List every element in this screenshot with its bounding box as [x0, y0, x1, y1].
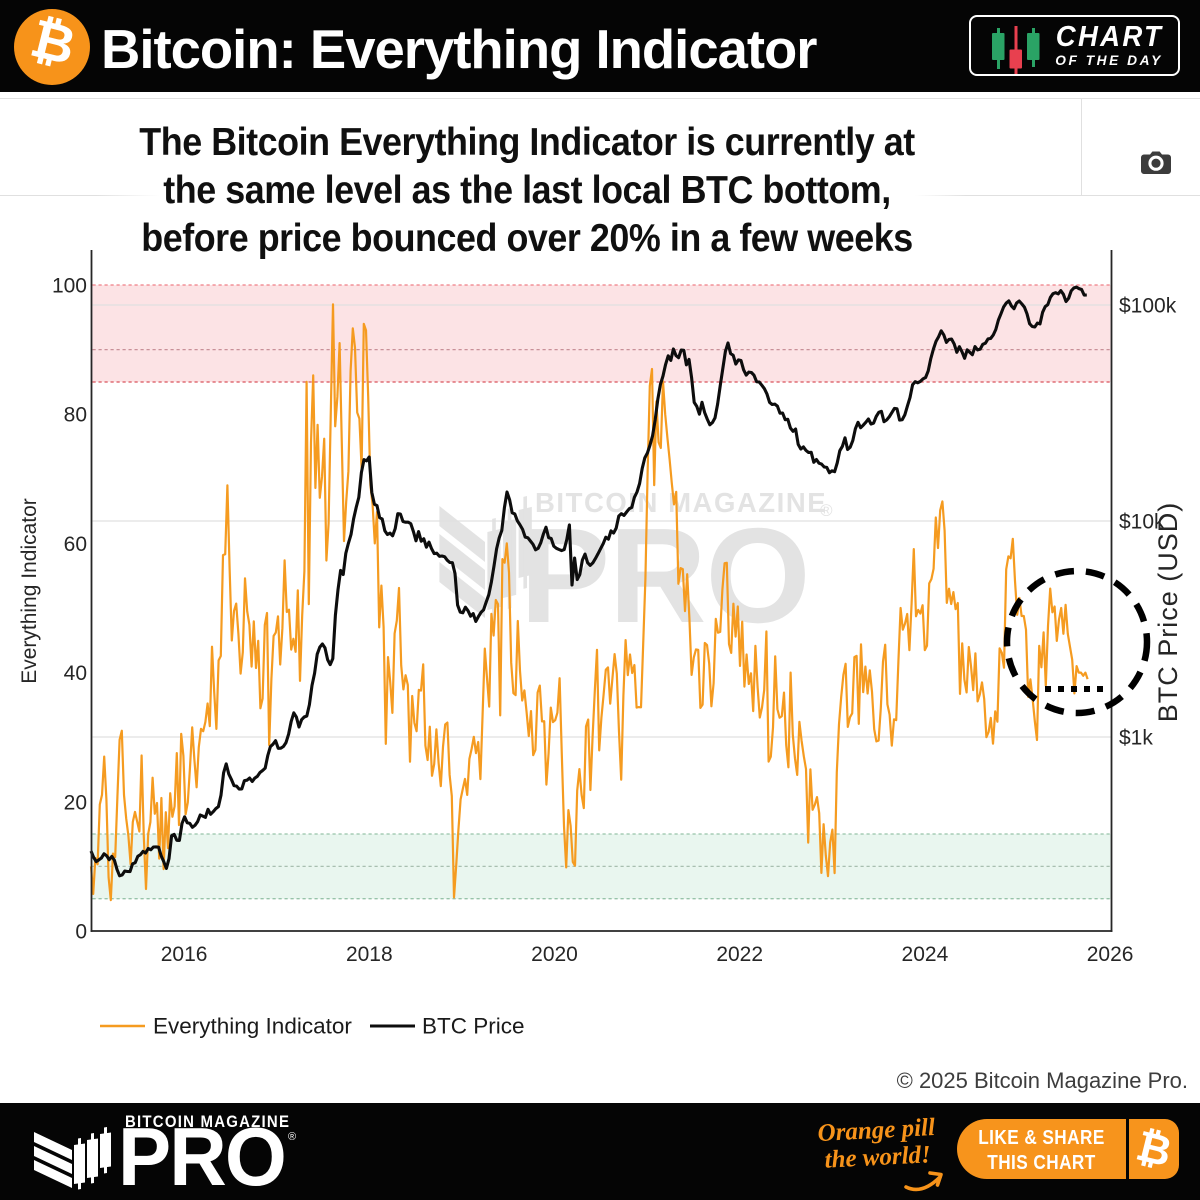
svg-text:₿: ₿ — [1132, 1126, 1177, 1172]
svg-text:BTC Price: BTC Price — [422, 1014, 525, 1039]
svg-text:20: 20 — [64, 791, 87, 814]
svg-text:$1k: $1k — [1119, 727, 1153, 750]
svg-text:2016: 2016 — [161, 943, 208, 966]
svg-text:PRO: PRO — [520, 500, 810, 651]
svg-text:2022: 2022 — [716, 943, 763, 966]
svg-text:Everything Indicator: Everything Indicator — [18, 498, 41, 684]
svg-text:2020: 2020 — [531, 943, 578, 966]
svg-text:0: 0 — [75, 921, 87, 944]
svg-text:60: 60 — [64, 533, 87, 556]
svg-text:2026: 2026 — [1087, 943, 1134, 966]
svg-text:80: 80 — [64, 404, 87, 427]
svg-text:40: 40 — [64, 662, 87, 685]
svg-text:2018: 2018 — [346, 943, 393, 966]
svg-text:®: ® — [820, 501, 833, 520]
svg-text:100: 100 — [52, 275, 87, 298]
svg-text:$100k: $100k — [1119, 295, 1177, 318]
svg-text:BITCOIN MAGAZINE: BITCOIN MAGAZINE — [535, 487, 827, 518]
svg-text:$10k: $10k — [1119, 511, 1165, 534]
svg-text:BTC Price (USD): BTC Price (USD) — [1153, 502, 1183, 723]
svg-text:Everything Indicator: Everything Indicator — [153, 1014, 352, 1039]
svg-text:2024: 2024 — [902, 943, 949, 966]
